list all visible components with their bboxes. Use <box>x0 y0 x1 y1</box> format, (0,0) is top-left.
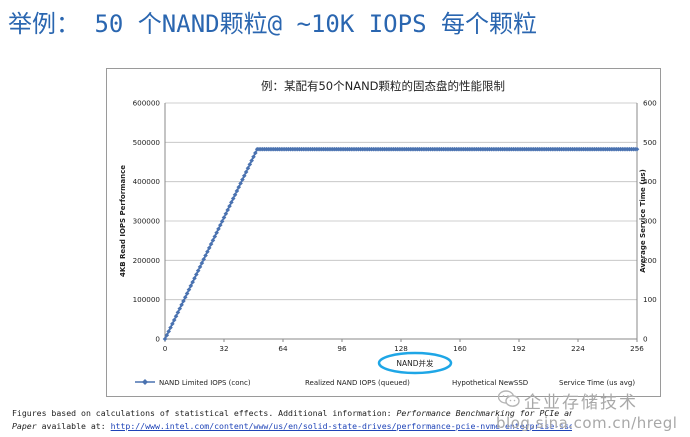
data-point <box>212 234 218 239</box>
watermark: 企业存储技术 blog.sina.com.cn/hregl <box>470 386 680 436</box>
data-point <box>186 287 192 292</box>
data-point <box>168 325 173 330</box>
data-point <box>188 283 194 289</box>
data-point <box>253 150 258 156</box>
y2-axis-label: Average Service Time (us) <box>639 169 647 273</box>
data-point <box>234 188 240 194</box>
data-point <box>236 184 242 190</box>
data-point <box>205 249 210 254</box>
tick-labels: 0 100000 200000 300000 400000 500000 600000 0 10… <box>133 99 658 354</box>
y-tick-label-6: 600000 <box>133 99 161 108</box>
legend-entry-3: Service Time (us avg) <box>559 379 635 387</box>
y2-tick-label-5: 500 <box>643 138 657 147</box>
chart-title: 例：某配有50个NAND颗粒的固态盘的性能限制 <box>261 79 505 93</box>
data-point <box>173 313 179 319</box>
footer-line-1: Figures based on calculations of statist… <box>12 407 572 420</box>
x-tick-label-5: 160 <box>453 344 467 353</box>
footer-link[interactable]: http://www.intel.com/content/www/us/en/s… <box>110 421 572 431</box>
data-point <box>182 294 188 300</box>
data-point <box>175 310 181 315</box>
series-group <box>162 146 640 342</box>
legend-entry-2: Hypothetical NewSSD <box>452 379 528 387</box>
wechat-icon <box>498 390 520 407</box>
footer-line1-text: Figures based on calculations of statist… <box>12 408 397 418</box>
data-point <box>214 230 219 236</box>
y2-tick-label-6: 600 <box>643 99 657 108</box>
data-point <box>240 177 245 182</box>
data-point <box>170 321 175 327</box>
data-point <box>216 226 221 232</box>
data-point <box>171 317 177 323</box>
x-tick-label-1: 32 <box>219 344 228 353</box>
legend-entry-0: NAND Limited IOPS (conc) <box>159 379 251 387</box>
data-point <box>203 253 208 258</box>
data-point <box>225 207 230 213</box>
y-tick-label-5: 500000 <box>133 138 161 147</box>
data-point <box>243 169 249 175</box>
y-tick-label-0: 0 <box>155 335 160 344</box>
x-tick-label-2: 64 <box>278 344 288 353</box>
y-axis-label: 4KB Read IOPS Performance <box>119 165 127 277</box>
gridlines <box>165 102 637 340</box>
y-tick-label-1: 100000 <box>133 295 161 304</box>
x-tick-label-6: 192 <box>512 344 526 353</box>
chart-frame: 例：某配有50个NAND颗粒的固态盘的性能限制 0 100000 200000 300… <box>106 68 661 397</box>
x-tick-label-8: 256 <box>630 344 644 353</box>
data-point <box>201 256 207 262</box>
data-point <box>210 238 216 243</box>
y2-tick-label-0: 0 <box>643 335 648 344</box>
data-point <box>208 241 214 247</box>
data-point <box>177 306 183 311</box>
y-tick-label-2: 200000 <box>133 256 161 265</box>
data-point <box>221 215 227 220</box>
watermark-url: blog.sina.com.cn/hregl <box>496 414 678 432</box>
legend: NAND Limited IOPS (conc) Realized NAND IO… <box>135 379 635 387</box>
data-point <box>197 264 203 270</box>
x-axis-label-highlight-oval <box>377 351 453 375</box>
legend-entry-1: Realized NAND IOPS (queued) <box>305 379 410 387</box>
y2-tick-label-3: 300 <box>643 217 657 226</box>
data-point <box>218 222 223 228</box>
x-tick-label-0: 0 <box>163 344 168 353</box>
data-point <box>249 158 254 163</box>
data-point <box>634 146 640 152</box>
data-point <box>194 272 199 277</box>
series-line-nand-limited-iops <box>164 148 637 340</box>
data-point <box>179 302 184 308</box>
x-tick-label-3: 96 <box>337 344 347 353</box>
x-tick-label-4: 128 <box>394 344 408 353</box>
data-point <box>190 279 195 285</box>
legend-swatch-marker-0 <box>142 379 148 385</box>
data-point <box>166 329 171 334</box>
y-tick-label-3: 300000 <box>133 217 161 226</box>
footer-line2-text: available at: <box>36 421 111 431</box>
data-point <box>223 211 229 217</box>
y2-tick-label-4: 400 <box>643 177 657 186</box>
data-point <box>184 291 190 296</box>
x-tick-label-7: 224 <box>571 344 585 353</box>
y2-tick-label-2: 200 <box>643 256 657 265</box>
data-point <box>192 275 197 281</box>
data-point <box>164 332 170 338</box>
footer-note: Figures based on calculations of statist… <box>12 407 572 433</box>
footer-line2-emph: Paper <box>12 421 37 431</box>
data-point <box>230 196 236 201</box>
data-point <box>195 268 201 273</box>
data-point <box>162 336 168 342</box>
iops-chart: 例：某配有50个NAND颗粒的固态盘的性能限制 0 100000 200000 300… <box>119 79 658 387</box>
footer-line1-emph: Performance Benchmarking for PCIe and NV… <box>396 408 573 418</box>
data-point <box>227 203 232 209</box>
y-tick-label-4: 400000 <box>133 177 161 186</box>
y2-tick-label-1: 100 <box>643 295 657 304</box>
data-point <box>229 200 234 205</box>
footer-line-2: Paper available at: http://www.intel.com… <box>12 420 572 433</box>
data-point <box>181 298 186 304</box>
data-point <box>206 245 212 251</box>
watermark-title: 企业存储技术 <box>524 393 638 413</box>
data-point <box>219 219 225 224</box>
x-axis-label: NAND并发 <box>396 358 434 368</box>
slide-title: 举例： 50 个NAND颗粒@ ~10K IOPS 每个颗粒 <box>8 10 537 38</box>
data-point <box>199 260 205 266</box>
